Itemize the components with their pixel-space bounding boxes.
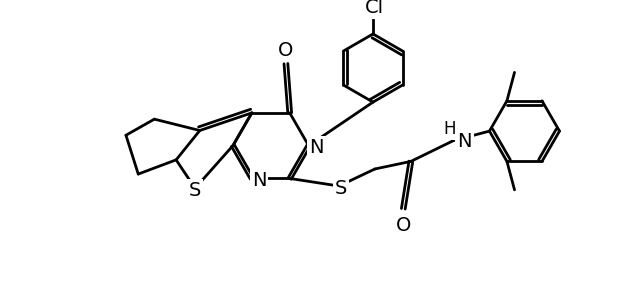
Text: S: S — [335, 179, 347, 198]
Text: H: H — [444, 120, 456, 138]
Text: O: O — [396, 216, 411, 235]
Text: N: N — [457, 132, 472, 151]
Text: S: S — [189, 181, 201, 200]
Text: O: O — [278, 41, 294, 60]
Text: N: N — [308, 138, 323, 157]
Text: Cl: Cl — [365, 0, 385, 17]
Text: N: N — [252, 171, 266, 190]
